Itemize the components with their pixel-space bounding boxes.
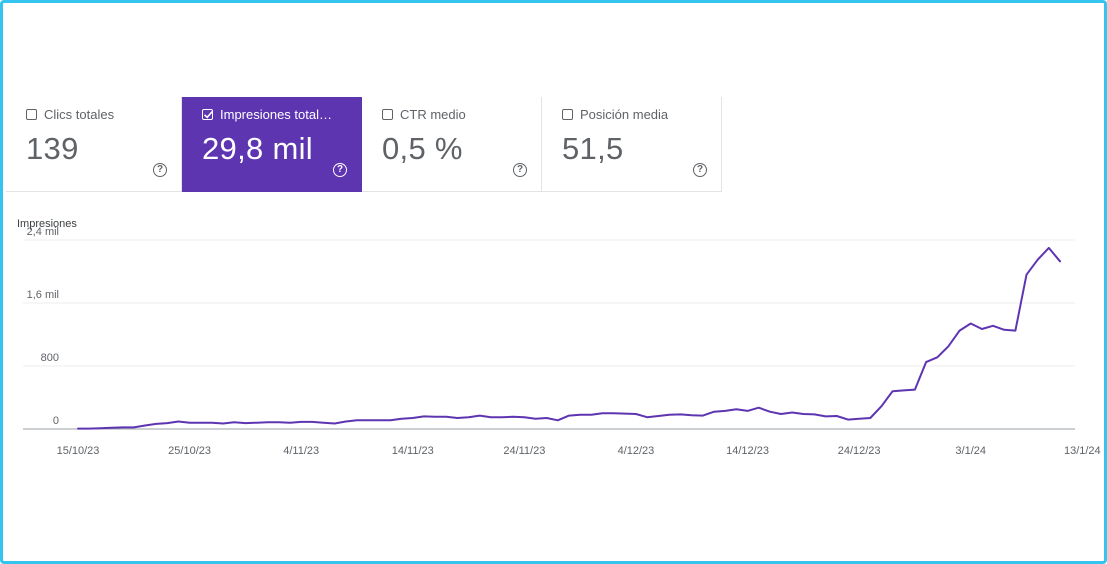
x-tick-label: 15/10/23 bbox=[57, 445, 100, 457]
metric-cards: Clics totales 139 ? Impresiones total… 2… bbox=[6, 97, 722, 192]
x-tick-label: 24/12/23 bbox=[838, 445, 881, 457]
help-icon[interactable]: ? bbox=[513, 163, 527, 177]
metric-label: Clics totales bbox=[44, 107, 115, 122]
x-tick-label: 14/12/23 bbox=[726, 445, 769, 457]
x-tick-label: 4/11/23 bbox=[283, 445, 319, 457]
y-axis-title: Impresiones bbox=[17, 218, 77, 230]
checkbox-checked-icon[interactable] bbox=[202, 109, 213, 120]
metric-value: 29,8 mil bbox=[202, 131, 313, 166]
y-tick-label: 0 bbox=[53, 415, 59, 427]
y-tick-label: 1,6 mil bbox=[27, 289, 59, 301]
help-icon[interactable]: ? bbox=[333, 163, 347, 177]
metric-card-position-label[interactable]: Posición media bbox=[562, 107, 668, 122]
metric-label: Posición media bbox=[580, 107, 669, 122]
y-tick-label: 2,4 mil bbox=[27, 226, 59, 238]
checkbox-unchecked-icon[interactable] bbox=[26, 109, 37, 120]
metric-value: 51,5 bbox=[562, 131, 624, 166]
metric-card-impressions[interactable]: Impresiones total… 29,8 mil ? bbox=[182, 97, 362, 192]
x-tick-label: 14/11/23 bbox=[392, 445, 434, 457]
x-tick-label: 4/12/23 bbox=[618, 445, 655, 457]
metric-label: Impresiones total… bbox=[220, 107, 332, 122]
help-icon[interactable]: ? bbox=[693, 163, 707, 177]
x-tick-label: 25/10/23 bbox=[168, 445, 211, 457]
metric-card-ctr[interactable]: CTR medio 0,5 % ? bbox=[362, 97, 542, 192]
x-tick-label: 24/11/23 bbox=[503, 445, 545, 457]
metric-card-impressions-label[interactable]: Impresiones total… bbox=[202, 107, 332, 122]
impressions-series-line bbox=[77, 246, 1061, 430]
metric-card-ctr-label[interactable]: CTR medio bbox=[382, 107, 466, 122]
checkbox-unchecked-icon[interactable] bbox=[382, 109, 393, 120]
metric-value: 139 bbox=[26, 131, 79, 166]
metric-label: CTR medio bbox=[400, 107, 466, 122]
x-tick-label: 13/1/24 bbox=[1064, 445, 1101, 457]
metric-card-clicks[interactable]: Clics totales 139 ? bbox=[6, 97, 182, 192]
help-icon[interactable]: ? bbox=[153, 163, 167, 177]
metric-card-position[interactable]: Posición media 51,5 ? bbox=[542, 97, 722, 192]
checkbox-unchecked-icon[interactable] bbox=[562, 109, 573, 120]
x-tick-label: 3/1/24 bbox=[955, 445, 986, 457]
metric-value: 0,5 % bbox=[382, 131, 463, 166]
metric-card-clicks-label[interactable]: Clics totales bbox=[26, 107, 114, 122]
y-tick-label: 800 bbox=[41, 352, 59, 364]
